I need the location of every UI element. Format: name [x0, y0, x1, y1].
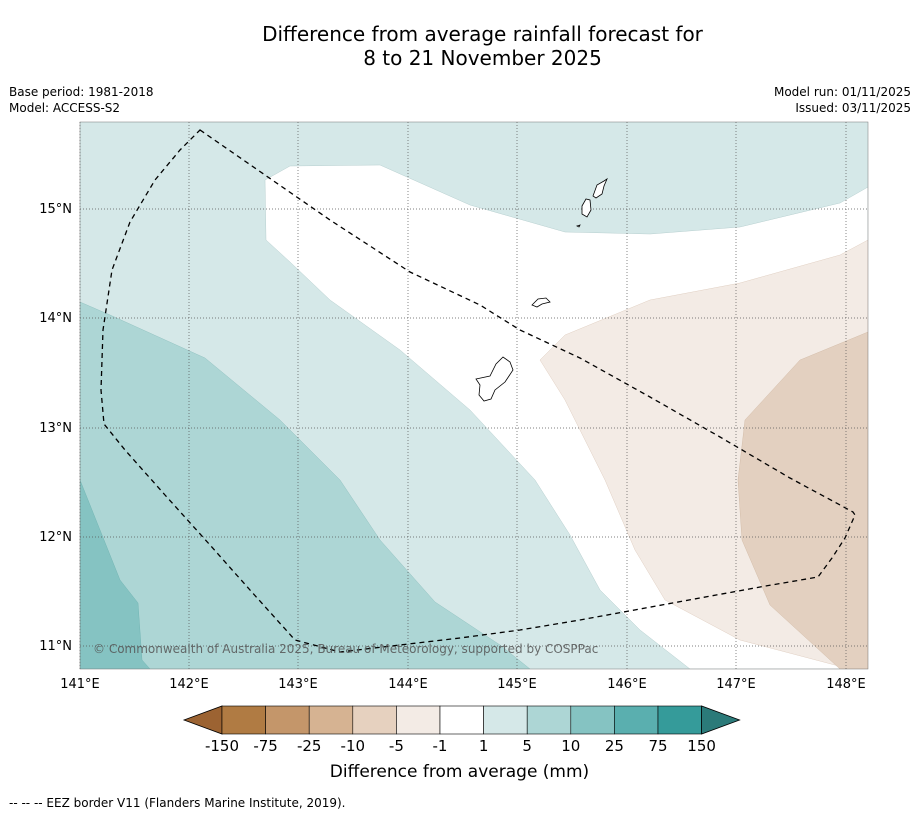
copyright-text: © Commonwealth of Australia 2025, Bureau… [93, 642, 598, 656]
aguijan-island [575, 224, 581, 228]
colorbar-swatch [570, 705, 615, 735]
lon-label: 144°E [388, 677, 428, 692]
lon-label: 147°E [716, 677, 756, 692]
colorbar-title: Difference from average (mm) [329, 762, 590, 782]
colorbar-tick-label: 5 [522, 737, 532, 755]
lon-label: 142°E [169, 677, 209, 692]
colorbar-swatch [526, 705, 572, 735]
lon-label: 143°E [278, 677, 318, 692]
colorbar-swatch [265, 705, 310, 735]
colorbar-tick-label: 75 [648, 737, 668, 755]
colorbar-tick-label: -25 [296, 737, 322, 755]
colorbar-extend-low [182, 705, 223, 735]
colorbar-swatch [221, 705, 266, 735]
lon-label: 141°E [60, 677, 100, 692]
colorbar-swatch [352, 705, 397, 735]
lon-label: 145°E [497, 677, 537, 692]
colorbar-swatch [396, 705, 441, 735]
map-title: Difference from average rainfall forecas… [0, 22, 919, 70]
colorbar-tick-label: 150 [687, 737, 716, 755]
lon-label: 148°E [826, 677, 866, 692]
colorbar-swatch [614, 705, 659, 735]
lat-label: 14°N [39, 311, 72, 326]
meta-right: Model run: 01/11/2025 Issued: 03/11/2025 [774, 84, 911, 116]
region-medium-teal [80, 301, 531, 669]
guam-island [475, 356, 514, 402]
lat-label: 15°N [39, 202, 72, 217]
longitude-labels: 141°E 142°E 143°E 144°E 145°E 146°E 147°… [60, 677, 866, 692]
saipan-island [592, 177, 608, 199]
tinian-island [581, 198, 592, 218]
colorbar-tick-label: -10 [340, 737, 366, 755]
colorbar-extend-high [701, 705, 741, 735]
model-run-text: Model run: 01/11/2025 [773, 85, 911, 99]
latitude-labels: 15°N 14°N 13°N 12°N 11°N [39, 202, 72, 654]
base-period-text: Base period: 1981-2018 [9, 85, 154, 99]
meta-left: Base period: 1981-2018 Model: ACCESS-S2 [9, 84, 154, 116]
issued-text: Issued: 03/11/2025 [795, 101, 911, 115]
colorbar-tick-label: -150 [204, 737, 240, 755]
rota-island [531, 297, 551, 308]
lat-label: 13°N [39, 421, 72, 436]
model-text: Model: ACCESS-S2 [9, 101, 121, 115]
colorbar-tick-label: 1 [478, 737, 489, 755]
eez-border [100, 129, 856, 653]
lon-label: 146°E [607, 677, 647, 692]
colorbar-tick-label: 10 [561, 737, 581, 755]
colorbar-tick-label: -5 [388, 737, 404, 755]
colorbar [182, 705, 741, 735]
eez-legend-text: -- -- -- EEZ border V11 (Flanders Marine… [9, 796, 346, 810]
lat-label: 12°N [39, 530, 72, 545]
islands [475, 177, 608, 402]
colorbar-swatch [308, 705, 354, 735]
colorbar-swatch [483, 705, 528, 735]
colorbar-tick-label: -75 [253, 737, 278, 755]
map-frame [79, 121, 869, 670]
title-line-2: 8 to 21 November 2025 [363, 46, 602, 70]
colorbar-swatch [657, 705, 702, 735]
colorbar-tick-label: -1 [432, 737, 448, 755]
lat-label: 11°N [39, 639, 72, 654]
region-dark-teal [80, 479, 151, 669]
colorbar-swatch [439, 705, 484, 735]
title-line-1: Difference from average rainfall forecas… [262, 22, 703, 46]
map-fill-layers [80, 122, 868, 669]
colorbar-tick-label: 25 [604, 737, 624, 755]
